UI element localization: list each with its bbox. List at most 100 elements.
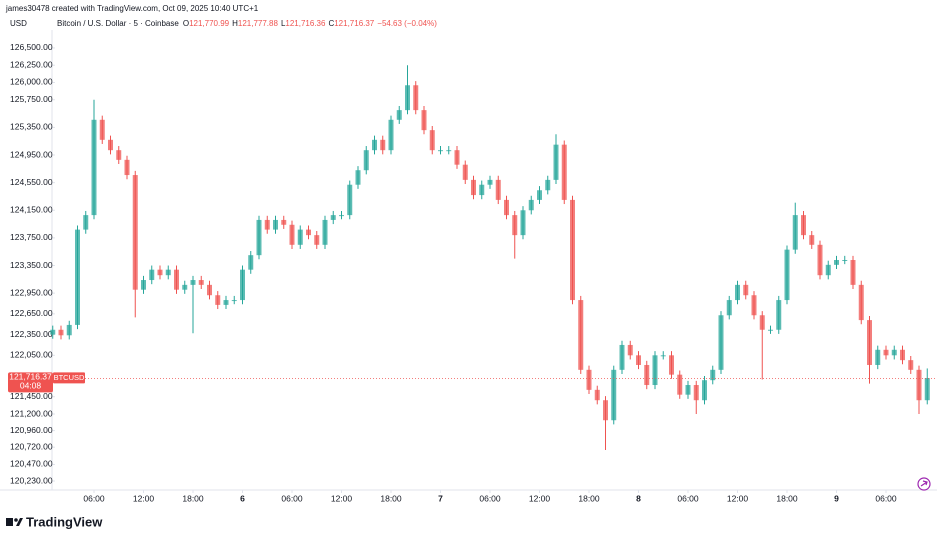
compare-icon-arrow[interactable] — [920, 480, 928, 487]
candles — [50, 65, 930, 450]
x-tick-label: 12:00 — [331, 493, 353, 503]
x-tick-label: 18:00 — [578, 493, 600, 503]
candle-body — [809, 235, 815, 245]
candle-body — [561, 144, 567, 200]
candle-body — [108, 139, 113, 151]
candle-body — [479, 184, 485, 196]
candle-body — [908, 360, 914, 370]
candle-body — [231, 300, 237, 302]
candle-body — [825, 264, 831, 276]
candle-body — [314, 235, 320, 245]
candle-body — [50, 329, 56, 335]
candle-body — [627, 344, 633, 356]
candle-body — [75, 229, 80, 325]
candle-body — [413, 85, 419, 111]
ohlc-key: O — [183, 19, 189, 28]
candle-body — [421, 110, 427, 131]
compare-icon-ring[interactable] — [917, 477, 931, 491]
ohlc-key: L — [281, 19, 286, 28]
candle-body — [141, 280, 146, 290]
ohlc-value: 121,770.99 — [189, 19, 230, 28]
x-tick-label: 06:00 — [83, 493, 105, 503]
candle-body — [817, 244, 823, 276]
x-tick-label: 9 — [834, 493, 839, 503]
y-tick-label: 120,960.00 — [10, 425, 53, 435]
last-price-box — [8, 372, 53, 393]
candle-body — [636, 355, 641, 365]
candle-body — [924, 378, 930, 401]
candle-body — [174, 269, 179, 290]
candle-body — [363, 150, 369, 171]
logo-text: TradingView — [26, 514, 103, 529]
symbol-tag-box — [53, 372, 85, 384]
candle-body — [545, 179, 551, 191]
candle-body — [834, 260, 839, 265]
candle-body — [553, 144, 559, 180]
candle-body — [240, 269, 245, 301]
symbol-name: Bitcoin / U.S. Dollar · 5 · Coinbase — [57, 19, 179, 28]
ohlc-value: 121,716.36 — [285, 19, 326, 28]
candle-body — [347, 184, 353, 216]
candle-body — [495, 179, 501, 200]
x-tick-label: 06:00 — [281, 493, 303, 503]
candle-body — [157, 269, 163, 276]
candle-body — [429, 130, 435, 151]
creator-text: james30478 created with TradingView.com,… — [5, 4, 259, 13]
x-tick-label: 12:00 — [529, 493, 551, 503]
candle-body — [900, 349, 905, 361]
x-tick-label: 06:00 — [875, 493, 897, 503]
candle-body — [454, 150, 460, 165]
candle-body — [487, 179, 493, 185]
y-tick-label: 125,350.00 — [10, 122, 53, 132]
candle-body — [784, 249, 790, 301]
candle-body — [124, 159, 130, 176]
candle-body — [743, 284, 749, 296]
candle-body — [256, 219, 262, 256]
candle-body — [858, 284, 864, 321]
candle-body — [116, 150, 122, 160]
candle-body — [570, 199, 575, 301]
candle-body — [710, 369, 716, 381]
candle-body — [677, 374, 683, 395]
candle-body — [297, 229, 303, 245]
candle-body — [867, 320, 872, 365]
candle-body — [273, 219, 278, 230]
candle-body — [438, 150, 443, 152]
y-tick-label: 121,450.00 — [10, 391, 53, 401]
candle-body — [322, 219, 328, 245]
candle-body — [446, 150, 452, 152]
candle-body — [306, 229, 311, 236]
candle-body — [520, 210, 526, 236]
candle-body — [891, 349, 897, 356]
y-tick-label: 121,200.00 — [10, 408, 53, 418]
logo: TradingView — [6, 514, 103, 529]
x-tick-label: 12:00 — [727, 493, 749, 503]
candle-body — [91, 119, 97, 216]
candle-body — [751, 295, 757, 316]
countdown-label: 04:08 — [20, 381, 42, 391]
x-tick-label: 6 — [240, 493, 245, 503]
x-tick-label: 18:00 — [776, 493, 798, 503]
y-tick-label: 123,350.00 — [10, 260, 53, 270]
x-tick-label: 8 — [636, 493, 641, 503]
y-tick-label: 120,720.00 — [10, 441, 53, 451]
currency-label: USD — [10, 19, 27, 28]
candle-body — [248, 255, 254, 270]
y-tick-label: 122,650.00 — [10, 308, 53, 318]
ohlc-value: 121,777.88 — [238, 19, 279, 28]
y-tick-label: 120,470.00 — [10, 459, 53, 469]
candle-body — [149, 269, 155, 281]
candle-body — [768, 329, 773, 331]
candle-body — [99, 119, 105, 140]
y-tick-label: 120,230.00 — [10, 475, 53, 485]
candle-body — [198, 280, 204, 285]
y-tick-label: 126,250.00 — [10, 59, 53, 69]
compare-icon[interactable] — [917, 477, 931, 491]
candle-body — [58, 329, 64, 336]
candle-body — [83, 215, 89, 230]
candle-body — [619, 344, 625, 370]
candle-body — [603, 400, 608, 421]
last-price-label: 121,716.37 — [9, 372, 52, 382]
